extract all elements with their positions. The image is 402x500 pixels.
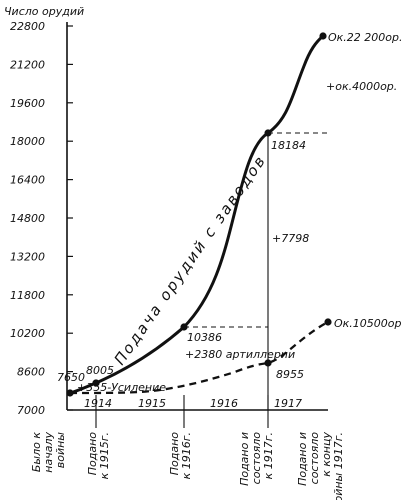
x-category-text: Было кначалувойны (30, 432, 67, 473)
label-10500: Ок.10500ор. (334, 317, 402, 330)
data-point-series-0-0 (66, 389, 74, 397)
y-tick-label: 10200 (10, 327, 45, 340)
x-category-line: Подано (86, 432, 99, 476)
year-label: 1914 (84, 397, 112, 410)
annotations: +355-Усиление +2380 артиллерии +7798 +ок… (77, 80, 397, 394)
x-category-text: Поданок 1916г. (168, 432, 193, 480)
x-category-line: Подано и (238, 432, 251, 486)
label-10386: 10386 (187, 331, 222, 344)
label-18184: 18184 (271, 139, 306, 152)
x-category-line: войны (54, 432, 67, 469)
x-category-line: состояло (250, 432, 263, 485)
series-line-dashed (69, 320, 329, 395)
x-category-label: Подано исостоялок 1917г. (238, 432, 275, 486)
y-tick-label: 16400 (10, 174, 45, 187)
annotation-increase-1917: +7798 (272, 232, 309, 245)
x-category-line: к 1915г. (98, 432, 111, 479)
data-point-series-0-2 (180, 323, 188, 331)
x-category-line: к 1917г. (262, 432, 275, 479)
x-category-line: состояло (308, 432, 321, 485)
x-axis: 1914 1915 1916 1917 Было кначалувойны Подано… (30, 133, 345, 500)
year-label: 1917 (274, 397, 302, 410)
y-tick-label: 7000 (17, 404, 45, 417)
year-label: 1916 (210, 397, 238, 410)
x-category-line: Подано (168, 432, 181, 476)
annotation-increase-1915: +355-Усиление (77, 381, 166, 394)
y-tick-label: 8600 (17, 366, 45, 379)
y-tick-label: 22800 (10, 20, 45, 33)
x-category-text: Подано исостоялок 1917г. (238, 432, 275, 486)
x-category-line: началу (42, 432, 55, 473)
x-category-label: Поданок 1916г. (168, 432, 193, 480)
label-8005: 8005 (86, 364, 114, 377)
x-category-label: Поданок 1915г. (86, 432, 111, 480)
data-point-series-1-4 (324, 318, 332, 326)
y-axis-title: Число орудий (4, 5, 84, 18)
x-category-group: Было кначалувойны Поданок 1915г. Поданок 1… (30, 432, 345, 500)
x-category-line: к концу (320, 432, 333, 477)
annotation-increase-1916: +2380 артиллерии (185, 348, 295, 361)
x-category-text: Поданок 1915г. (86, 432, 111, 480)
label-8955: 8955 (276, 368, 304, 381)
y-axis: Число орудий 7000 8600 10200 11800 13200 1480… (4, 5, 84, 417)
x-category-text: Подано исостоялок концувойны 1917г. (296, 432, 345, 500)
y-tick-label: 18000 (10, 135, 45, 148)
x-category-line: Подано и (296, 432, 309, 486)
year-label-group: 1914 1915 1916 1917 (84, 397, 302, 410)
x-category-line: войны 1917г. (332, 432, 345, 500)
annotation-increase-end: +ок.4000ор. (326, 80, 397, 93)
data-points (66, 32, 332, 397)
x-category-line: Было к (30, 432, 43, 472)
data-point-series-0-3 (264, 129, 272, 137)
data-point-series-0-4 (319, 32, 327, 40)
label-22200: Ок.22 200ор. (328, 31, 402, 44)
y-tick-label: 13200 (10, 250, 45, 263)
point-labels: 7650 8005 10386 18184 Ок.22 200ор. 8955 … (57, 31, 402, 384)
y-tick-label: 19600 (10, 97, 45, 110)
x-category-line: к 1916г. (180, 432, 193, 479)
year-label: 1915 (138, 397, 166, 410)
y-tick-label: 14800 (10, 212, 45, 225)
data-point-series-1-3 (264, 359, 272, 367)
x-category-label: Подано исостоялок концувойны 1917г. (296, 432, 345, 500)
y-tick-label: 21200 (10, 58, 45, 71)
y-tick-group: 7000 8600 10200 11800 13200 14800 16400 18000 19… (10, 20, 73, 417)
y-tick-label: 11800 (10, 289, 45, 302)
data-point-series-0-1 (92, 379, 100, 387)
x-category-label: Было кначалувойны (30, 432, 67, 473)
guide-lines (184, 132, 328, 328)
label-7650: 7650 (57, 371, 85, 384)
series-line-supply (69, 34, 324, 395)
